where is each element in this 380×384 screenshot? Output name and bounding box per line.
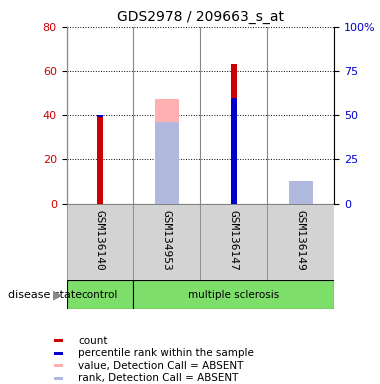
Bar bbox=[155, 122, 179, 204]
Bar bbox=[66, 204, 133, 280]
Bar bbox=[289, 180, 313, 204]
Bar bbox=[133, 204, 201, 280]
Bar bbox=[97, 115, 103, 204]
Text: control: control bbox=[82, 290, 118, 300]
Bar bbox=[54, 339, 63, 343]
Bar bbox=[66, 280, 133, 309]
Title: GDS2978 / 209663_s_at: GDS2978 / 209663_s_at bbox=[117, 10, 284, 25]
Text: ▶: ▶ bbox=[53, 288, 63, 301]
Bar bbox=[97, 115, 103, 204]
Bar bbox=[155, 99, 179, 204]
Text: percentile rank within the sample: percentile rank within the sample bbox=[78, 348, 254, 358]
Text: value, Detection Call = ABSENT: value, Detection Call = ABSENT bbox=[78, 361, 244, 371]
Bar bbox=[54, 377, 63, 380]
Bar bbox=[54, 352, 63, 355]
Bar bbox=[54, 364, 63, 367]
Text: GSM136140: GSM136140 bbox=[95, 210, 105, 270]
Bar bbox=[231, 65, 237, 204]
Text: GSM134953: GSM134953 bbox=[162, 210, 172, 270]
Bar bbox=[268, 204, 334, 280]
Text: disease state: disease state bbox=[8, 290, 82, 300]
Bar bbox=[289, 189, 313, 204]
Bar bbox=[97, 118, 103, 204]
Text: multiple sclerosis: multiple sclerosis bbox=[188, 290, 280, 300]
Text: GSM136149: GSM136149 bbox=[296, 210, 306, 270]
Text: rank, Detection Call = ABSENT: rank, Detection Call = ABSENT bbox=[78, 373, 239, 383]
Bar bbox=[201, 204, 268, 280]
Bar bbox=[231, 98, 237, 204]
Bar bbox=[133, 280, 334, 309]
Text: GSM136147: GSM136147 bbox=[229, 210, 239, 270]
Text: count: count bbox=[78, 336, 108, 346]
